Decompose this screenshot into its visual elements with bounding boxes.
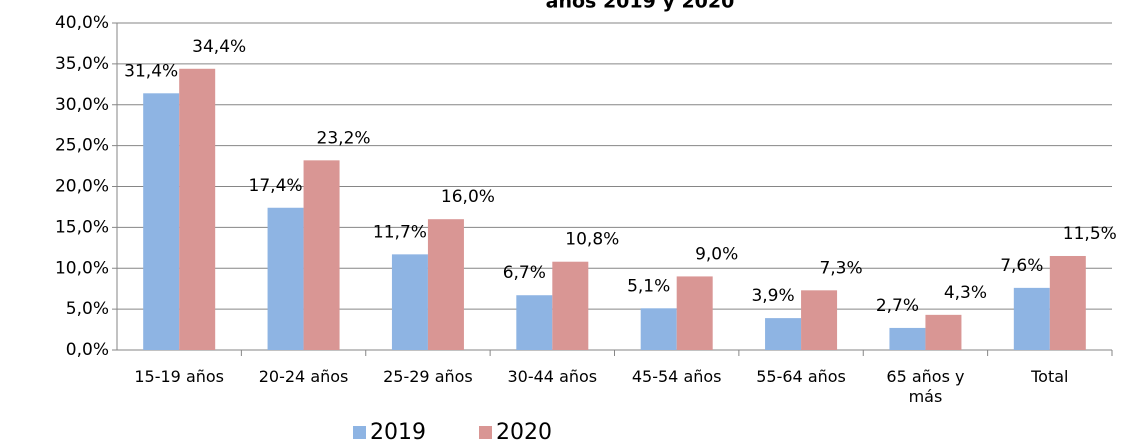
data-label: 11,5% [1063,224,1117,244]
legend-swatch [479,426,492,439]
data-label: 2,7% [876,296,919,316]
y-tick-label: 30,0% [55,95,109,115]
bar [765,318,802,350]
bar [267,207,304,350]
data-label: 17,4% [249,176,303,196]
x-tick-label: 25-29 años [383,367,473,386]
data-label: 7,3% [819,258,862,278]
y-tick-label: 15,0% [55,217,109,237]
x-tick-label: Total [1031,367,1069,386]
bar [552,261,589,350]
data-label: 31,4% [124,61,178,81]
bar [427,219,464,350]
y-tick-label: 0,0% [66,340,109,360]
data-label: 4,3% [944,283,987,303]
data-label: 10,8% [565,230,619,250]
bar [1013,287,1050,350]
x-tick-label: 55-64 años [756,367,846,386]
data-label: 11,7% [373,222,427,242]
y-tick-label: 25,0% [55,136,109,156]
y-tick-label: 5,0% [66,299,109,319]
y-tick-label: 20,0% [55,177,109,197]
data-label: 7,6% [1000,256,1043,276]
x-tick-label: 20-24 años [258,367,349,386]
y-tick-label: 35,0% [55,54,109,74]
data-label: 16,0% [441,187,495,207]
bar [1049,255,1086,350]
y-tick-label: 10,0% [55,258,109,278]
data-label: 34,4% [192,37,246,57]
bar [801,290,838,350]
data-label: 3,9% [751,286,794,306]
data-label: 9,0% [695,244,738,264]
bar [889,327,926,350]
data-label: 6,7% [503,263,546,283]
legend-swatch [353,426,366,439]
bar [179,68,216,350]
data-label: 5,1% [627,276,670,296]
bar [143,93,180,351]
x-tick-label: 30-44 años [507,367,598,386]
bar [640,308,677,350]
data-label: 23,2% [317,128,371,148]
chart-title: años 2019 y 2020 [546,0,735,13]
x-tick-label: 65 años y más [886,367,965,406]
x-tick-label: 15-19 años [134,367,225,386]
bar [516,295,553,350]
bar [925,314,962,350]
bar [391,254,428,350]
legend-label: 2020 [496,420,552,443]
bar [676,276,713,350]
y-tick-label: 40,0% [55,13,109,33]
x-tick-label: 45-54 años [631,367,722,386]
bar [303,160,340,350]
legend-label: 2019 [370,420,426,443]
